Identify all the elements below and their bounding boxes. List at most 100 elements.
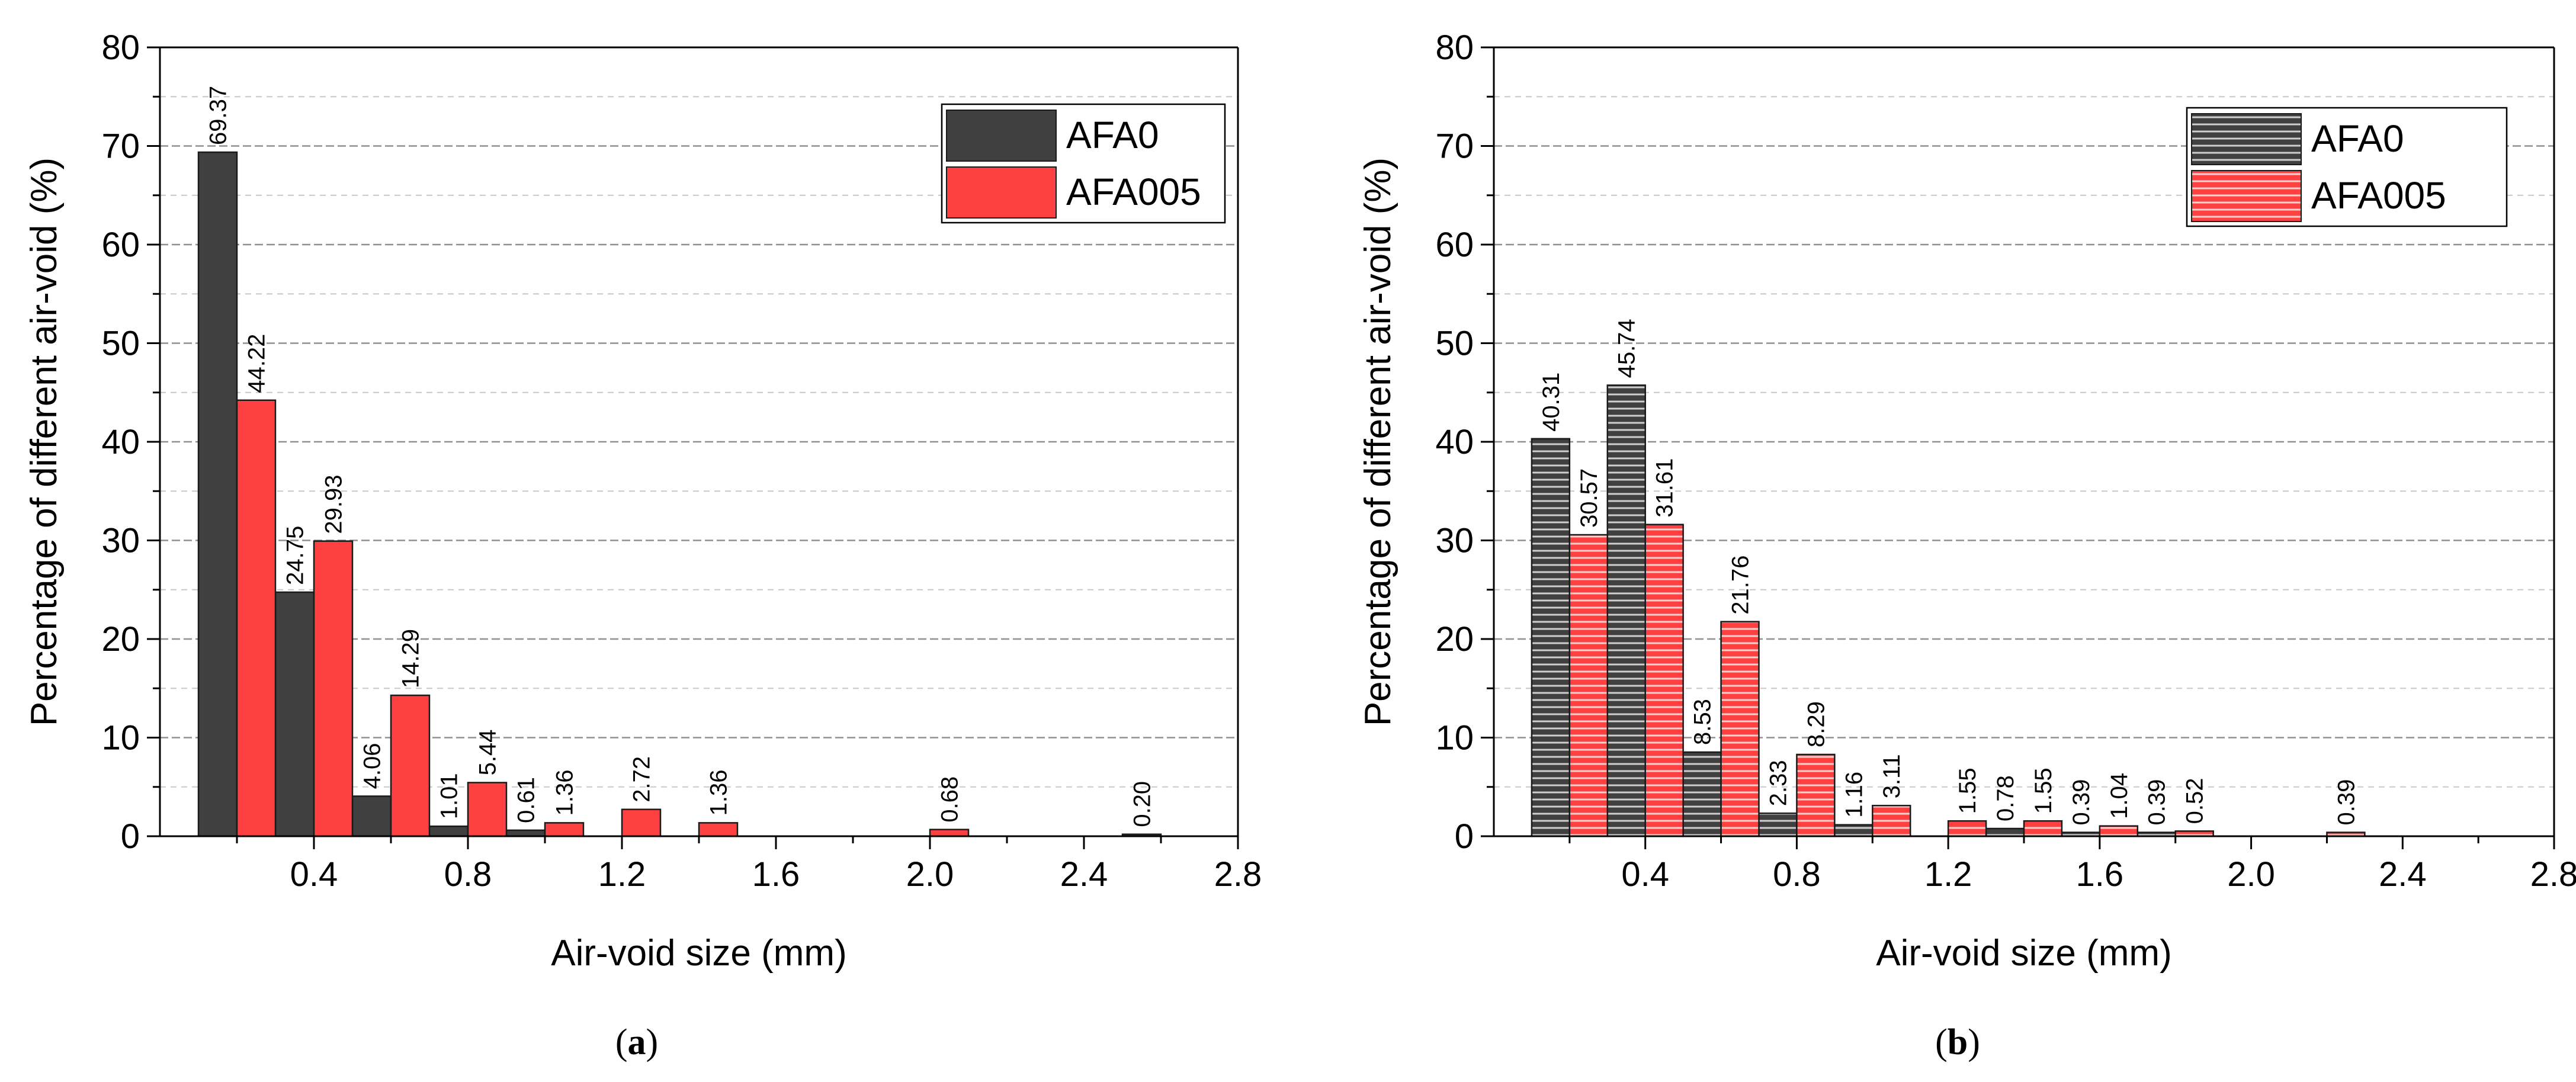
bar-afa005-0 bbox=[1568, 534, 1609, 837]
legend-label-afa005: AFA005 bbox=[2311, 174, 2446, 217]
bar-afa005-6 bbox=[2023, 820, 2063, 837]
y-axis-title: Percentage of different air-void (%) bbox=[1358, 158, 1398, 726]
legend-swatch-afa005 bbox=[946, 166, 1057, 219]
bar-afa005-1 bbox=[313, 540, 354, 837]
data-label: 1.16 bbox=[1841, 772, 1867, 818]
data-label: 31.61 bbox=[1652, 458, 1678, 518]
x-tick-label: 0.4 bbox=[1621, 855, 1669, 894]
panel-caption: (b) bbox=[1935, 1022, 1980, 1062]
x-tick-label: 1.6 bbox=[752, 855, 800, 894]
bar-afa005-1 bbox=[1644, 524, 1684, 837]
bar-afa005-2 bbox=[390, 694, 431, 837]
data-label: 1.36 bbox=[552, 769, 578, 815]
data-label: 1.36 bbox=[706, 769, 732, 815]
bar-afa005-9 bbox=[929, 829, 970, 837]
bar-afa005-4 bbox=[544, 822, 585, 837]
y-tick-label: 40 bbox=[1435, 423, 1474, 461]
data-label: 0.39 bbox=[2068, 779, 2094, 826]
y-tick-label: 0 bbox=[121, 817, 140, 856]
data-label: 1.01 bbox=[437, 773, 463, 819]
bar-afa0-2 bbox=[1682, 751, 1722, 837]
x-tick-label: 2.0 bbox=[906, 855, 954, 894]
legend-label-afa0: AFA0 bbox=[2311, 117, 2404, 160]
chart-panel-a: 69.37 24.75 4.06 1.01 0.61 0.20 44.22 29.93 14.2… bbox=[24, 28, 1262, 1062]
data-label: 2.33 bbox=[1765, 760, 1791, 806]
y-tick-label: 40 bbox=[101, 423, 140, 461]
bar-afa005-5 bbox=[1947, 820, 1987, 837]
x-tick-label: 1.2 bbox=[1924, 855, 1972, 894]
data-label: 40.31 bbox=[1538, 373, 1564, 432]
y-tick-label: 60 bbox=[101, 226, 140, 264]
x-tick-label: 2.8 bbox=[2530, 855, 2576, 894]
data-label: 21.76 bbox=[1728, 556, 1754, 615]
bar-afa0-3 bbox=[428, 825, 469, 837]
y-tick-label: 80 bbox=[101, 28, 140, 67]
x-tick-label: 2.4 bbox=[2379, 855, 2427, 894]
legend-label-afa0: AFA0 bbox=[1066, 114, 1159, 156]
data-label: 29.93 bbox=[321, 475, 347, 534]
bar-afa005-0 bbox=[236, 399, 277, 837]
bar-afa005-3 bbox=[467, 782, 508, 837]
bar-afa005-2 bbox=[1720, 621, 1760, 837]
data-label: 1.55 bbox=[2030, 768, 2057, 814]
y-tick-label: 0 bbox=[1455, 817, 1474, 856]
y-tick-label: 60 bbox=[1435, 226, 1474, 264]
data-label: 14.29 bbox=[398, 629, 424, 688]
data-label: 0.39 bbox=[2333, 779, 2359, 826]
y-tick-label: 80 bbox=[1435, 28, 1474, 67]
bar-afa0-4 bbox=[1834, 824, 1874, 837]
data-label: 0.39 bbox=[2144, 779, 2170, 826]
data-label: 5.44 bbox=[475, 730, 501, 776]
y-tick-label: 70 bbox=[1435, 127, 1474, 166]
legend-swatch-afa0 bbox=[2191, 113, 2302, 165]
data-label: 30.57 bbox=[1576, 468, 1602, 528]
bar-afa0-6 bbox=[1985, 827, 2025, 837]
data-label: 2.72 bbox=[629, 756, 655, 802]
bar-afa0-0 bbox=[197, 151, 238, 837]
x-tick-label: 2.0 bbox=[2227, 855, 2275, 894]
data-label: 4.06 bbox=[360, 743, 386, 789]
data-label: 24.75 bbox=[283, 526, 309, 585]
legend-swatch-afa005 bbox=[2191, 170, 2302, 222]
data-label: 1.04 bbox=[2106, 773, 2132, 819]
bar-afa0-1 bbox=[274, 591, 315, 837]
x-tick-label: 2.4 bbox=[1060, 855, 1108, 894]
y-tick-label: 50 bbox=[101, 325, 140, 363]
y-tick-label: 70 bbox=[101, 127, 140, 166]
x-tick-label: 2.8 bbox=[1214, 855, 1262, 894]
data-label: 0.61 bbox=[514, 777, 540, 823]
panel-caption: (a) bbox=[615, 1022, 658, 1062]
bar-afa005-4 bbox=[1872, 804, 1911, 837]
x-tick-label: 1.2 bbox=[598, 855, 646, 894]
y-tick-label: 20 bbox=[1435, 620, 1474, 659]
chart-panel-b: 40.31 45.74 8.53 2.33 1.16 0.78 0.39 0.39 30.57 3… bbox=[1358, 28, 2576, 1062]
y-tick-label: 10 bbox=[1435, 719, 1474, 757]
legend-swatch-afa0 bbox=[946, 110, 1057, 162]
bar-afa0-0 bbox=[1531, 438, 1571, 837]
x-tick-label: 0.4 bbox=[290, 855, 338, 894]
data-label: 8.29 bbox=[1803, 701, 1829, 747]
bar-afa0-4 bbox=[505, 829, 546, 837]
bar-afa0-3 bbox=[1758, 812, 1798, 837]
bar-afa0-2 bbox=[351, 795, 392, 837]
data-label: 8.53 bbox=[1690, 699, 1716, 745]
x-tick-label: 0.8 bbox=[1773, 855, 1821, 894]
y-tick-label: 30 bbox=[101, 522, 140, 560]
data-label: 44.22 bbox=[244, 334, 270, 393]
y-tick-label: 30 bbox=[1435, 522, 1474, 560]
y-tick-label: 50 bbox=[1435, 325, 1474, 363]
data-label: 0.20 bbox=[1130, 781, 1156, 827]
data-label: 69.37 bbox=[206, 86, 232, 145]
y-tick-label: 10 bbox=[101, 719, 140, 757]
data-label: 0.78 bbox=[1993, 775, 2019, 821]
data-label: 0.68 bbox=[937, 776, 963, 823]
x-tick-label: 0.8 bbox=[444, 855, 492, 894]
bar-afa005-6 bbox=[698, 822, 739, 837]
y-axis-title: Percentage of different air-void (%) bbox=[24, 158, 65, 726]
x-axis-title: Air-void size (mm) bbox=[1876, 933, 2171, 974]
y-tick-label: 20 bbox=[101, 620, 140, 659]
bar-afa005-7 bbox=[2099, 825, 2139, 837]
data-label: 3.11 bbox=[1879, 754, 1905, 798]
